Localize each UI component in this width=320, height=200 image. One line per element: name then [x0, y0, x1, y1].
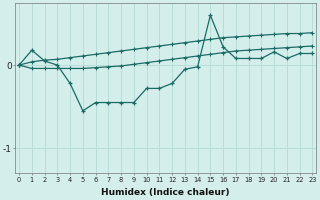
X-axis label: Humidex (Indice chaleur): Humidex (Indice chaleur) — [101, 188, 230, 197]
